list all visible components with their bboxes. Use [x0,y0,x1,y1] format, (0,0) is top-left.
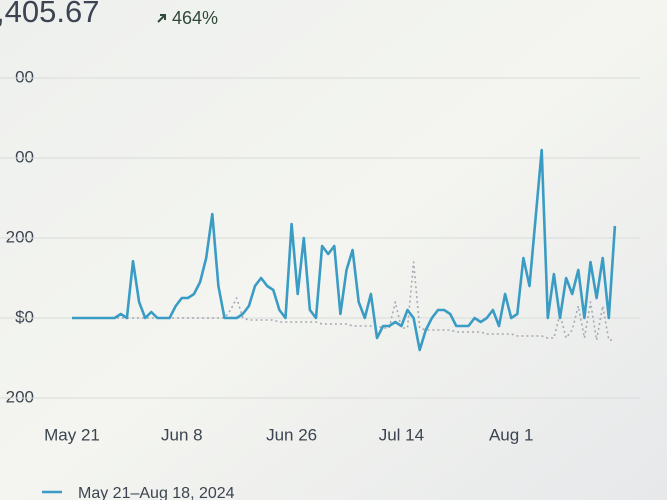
x-tick-label: Jun 8 [161,425,203,444]
x-tick-label: May 21 [44,425,100,444]
trend-arrow [157,14,166,23]
y-tick-label: 00 [15,147,34,166]
x-tick-label: Jun 26 [266,425,317,444]
y-tick-label: 200 [6,227,34,246]
x-tick-label: Jul 14 [379,425,424,444]
legend-label: May 21–Aug 18, 2024 [78,485,235,500]
change-percent: 464% [172,8,218,28]
y-tick-label: 200 [6,387,34,406]
series-line [72,148,617,352]
total-value: ,405.67 [0,0,99,29]
y-tick-label: $0 [15,307,34,326]
y-tick-label: 00 [15,67,34,86]
x-tick-label: Aug 1 [489,425,533,444]
